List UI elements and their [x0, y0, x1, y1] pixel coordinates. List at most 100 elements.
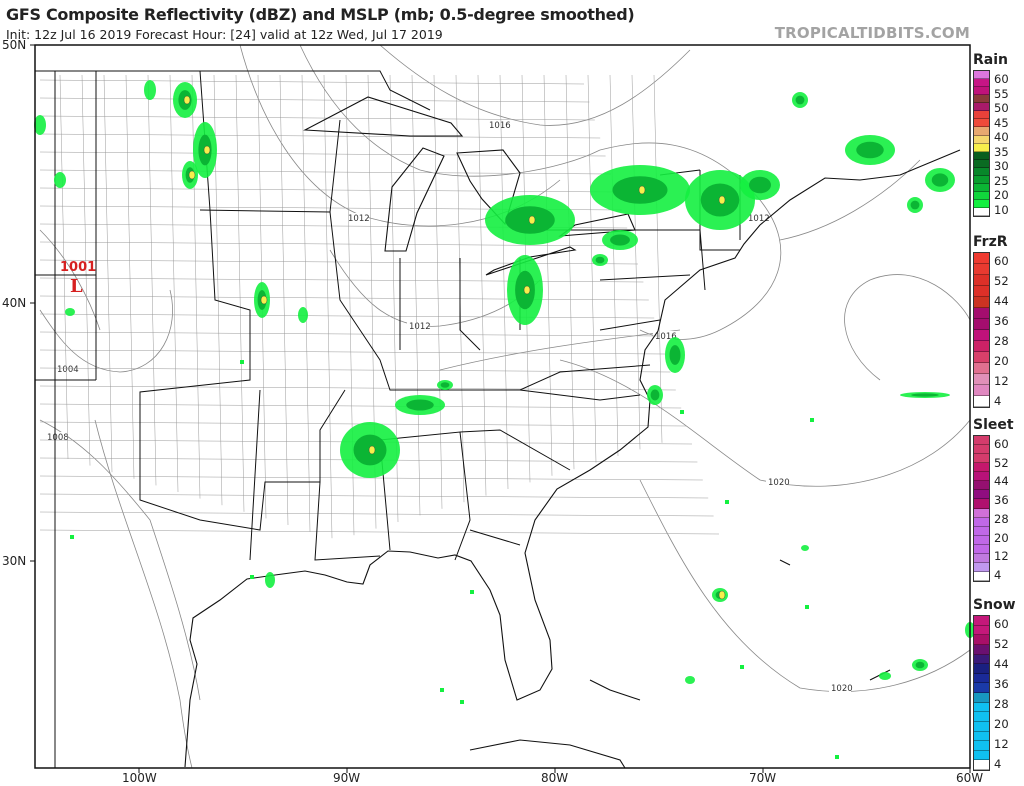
legend-swatch: [974, 436, 989, 446]
legend-swatch: [974, 264, 989, 275]
lon-label-100w: 100W: [122, 771, 157, 785]
reflectivity-echoes: [34, 80, 975, 759]
echo-speck: [725, 500, 729, 504]
legend-label: 44: [994, 474, 1009, 489]
legend-swatch: [974, 330, 989, 341]
coastline: [184, 96, 961, 769]
echo-speck: [70, 535, 74, 539]
isobar-label: 1012: [348, 214, 370, 224]
legend-swatch: [974, 352, 989, 363]
lat-label-50n: 50N: [2, 38, 27, 52]
legend-label: 20: [994, 188, 1009, 203]
echo-heavy-core: [368, 445, 376, 455]
echo-heavy-core: [260, 295, 268, 305]
isobar-lines: [39, 44, 971, 769]
legend-swatch: [974, 571, 989, 581]
isobar-label: 1020: [831, 684, 853, 694]
legend-label: 36: [994, 677, 1009, 691]
legend-sleet: Sleet 60 52 44 36 28 20 12 4: [973, 417, 1024, 582]
echo-core: [931, 173, 949, 187]
legend-swatch: [974, 553, 989, 563]
echo-heavy-core: [183, 95, 191, 105]
legend-labels: 60 52 44 36 28 20 12 4: [990, 252, 1009, 408]
legend-snow: Snow 60 52 44 36 28 20 12 4: [973, 597, 1024, 771]
isobar-label: 1016: [489, 121, 511, 131]
legend-swatch: [974, 143, 989, 152]
legend-swatch: [974, 253, 989, 264]
isobar-label: 1012: [409, 322, 431, 332]
legend-label: 28: [994, 334, 1009, 348]
legend-swatch: [974, 308, 989, 319]
legend-swatch: [974, 119, 989, 128]
echo-cell: [65, 308, 75, 316]
echo-core: [595, 256, 605, 264]
low-pressure-value: 1001: [60, 260, 96, 275]
legend-colorbar: [973, 252, 990, 408]
legend-colorbar: [973, 435, 990, 582]
legend-swatch: [974, 616, 989, 626]
legend-label: 44: [994, 294, 1009, 308]
legend-swatch: [974, 731, 989, 742]
map-frame: [34, 44, 971, 769]
state-borders: [35, 70, 741, 768]
echo-speck: [810, 418, 814, 422]
legend-swatch: [974, 721, 989, 732]
legend-label: 36: [994, 314, 1009, 328]
echo-core: [856, 141, 884, 159]
legend-swatch: [974, 490, 989, 500]
legend-swatch: [974, 159, 989, 168]
isobar-label: 1020: [768, 478, 790, 488]
lat-label-30n: 30N: [2, 554, 27, 568]
legend-label: 4: [994, 567, 1002, 582]
legend-swatch: [974, 702, 989, 713]
legend-swatch: [974, 183, 989, 192]
legend-label: 40: [994, 130, 1009, 145]
legend-label: 60: [994, 437, 1009, 451]
echo-core: [440, 382, 450, 388]
legend-label: 52: [994, 455, 1009, 470]
legend-labels: 60 52 44 36 28 20 12 4: [990, 435, 1009, 582]
legend-swatch: [974, 463, 989, 473]
isobar-label: 1016: [655, 332, 677, 342]
legend-title: FrzR: [973, 234, 1008, 250]
echo-core: [650, 389, 660, 401]
echo-core: [915, 661, 925, 669]
echo-speck: [740, 665, 744, 669]
legend-title: Rain: [973, 52, 1008, 68]
lon-label-90w: 90W: [333, 771, 361, 785]
legend-label: 28: [994, 511, 1009, 526]
legend-label: 12: [994, 374, 1009, 388]
legend-swatch: [974, 385, 989, 396]
legend-swatch: [974, 625, 989, 636]
legend-swatch: [974, 544, 989, 554]
legend-swatch: [974, 319, 989, 330]
legend-label: 20: [994, 717, 1009, 731]
axis-ticks: [30, 44, 971, 773]
low-pressure-symbol: L: [70, 276, 83, 297]
isobar-label: 1004: [57, 365, 79, 375]
legend-label: 12: [994, 549, 1009, 564]
legend-swatch: [974, 712, 989, 722]
echo-heavy-core: [718, 590, 726, 600]
echo-speck: [240, 360, 244, 364]
legend-swatch: [974, 208, 989, 217]
legend-label: 52: [994, 637, 1009, 651]
legend-label: 60: [994, 72, 1009, 86]
legend-swatch: [974, 481, 989, 491]
legend-swatch: [974, 472, 989, 482]
lon-label-80w: 80W: [541, 771, 569, 785]
legend-swatch: [974, 127, 989, 136]
legend-label: 60: [994, 254, 1009, 268]
echo-speck: [680, 410, 684, 414]
legend-labels: 60 55 50 45 40 35 30 25 20 10: [990, 70, 1009, 217]
legend-swatch: [974, 562, 989, 572]
legend-swatch: [974, 535, 989, 545]
legend-label: 4: [994, 757, 1002, 771]
isobar-label: 1008: [47, 433, 69, 443]
legend-label: 20: [994, 354, 1009, 368]
echo-core: [795, 95, 805, 105]
echo-heavy-core: [188, 170, 196, 180]
legend-title: Snow: [973, 597, 1016, 613]
legend-swatch: [974, 71, 989, 80]
legend-swatch: [974, 750, 989, 761]
